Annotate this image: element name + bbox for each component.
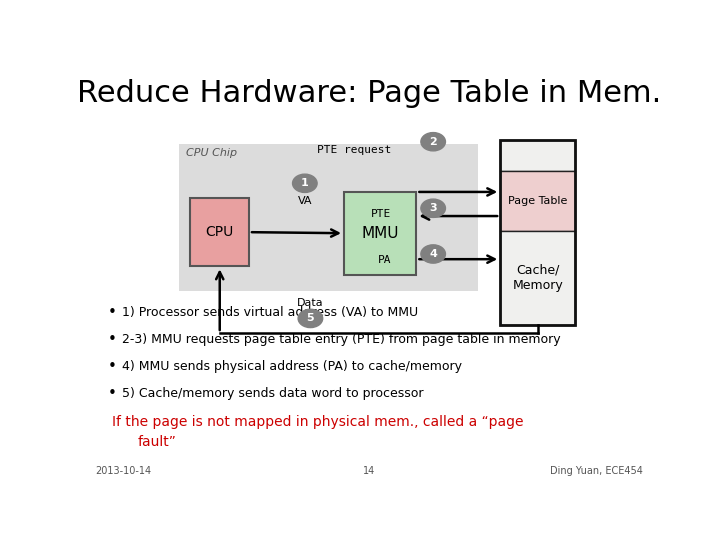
Text: 1) Processor sends virtual address (VA) to MMU: 1) Processor sends virtual address (VA) … xyxy=(122,306,418,319)
Text: 2-3) MMU requests page table entry (PTE) from page table in memory: 2-3) MMU requests page table entry (PTE)… xyxy=(122,333,561,346)
Text: PTE request: PTE request xyxy=(317,145,392,155)
Text: 5) Cache/memory sends data word to processor: 5) Cache/memory sends data word to proce… xyxy=(122,387,424,400)
Circle shape xyxy=(292,174,317,192)
Bar xyxy=(190,198,249,266)
Text: •: • xyxy=(108,359,117,374)
Text: •: • xyxy=(108,305,117,320)
Text: Ding Yuan, ECE454: Ding Yuan, ECE454 xyxy=(549,467,642,476)
Text: Cache/
Memory: Cache/ Memory xyxy=(513,264,563,292)
Text: PTE: PTE xyxy=(371,210,392,219)
Text: CPU: CPU xyxy=(206,225,234,239)
Bar xyxy=(500,140,575,325)
Text: 2013-10-14: 2013-10-14 xyxy=(96,467,152,476)
Text: fault”: fault” xyxy=(138,435,176,449)
Circle shape xyxy=(298,309,323,328)
Circle shape xyxy=(421,133,446,151)
Text: 3: 3 xyxy=(429,203,437,213)
Bar xyxy=(344,192,416,275)
Text: 14: 14 xyxy=(363,467,375,476)
Text: Page Table: Page Table xyxy=(508,196,567,206)
Text: Data: Data xyxy=(297,298,324,308)
Text: Reduce Hardware: Page Table in Mem.: Reduce Hardware: Page Table in Mem. xyxy=(77,79,661,109)
Text: VA: VA xyxy=(297,196,312,206)
Text: If the page is not mapped in physical mem., called a “page: If the page is not mapped in physical me… xyxy=(112,415,524,429)
Text: CPU Chip: CPU Chip xyxy=(186,148,237,158)
Bar xyxy=(500,140,575,171)
Bar xyxy=(500,231,575,325)
Text: 2: 2 xyxy=(429,137,437,147)
Text: 1: 1 xyxy=(301,178,309,188)
Text: MMU: MMU xyxy=(361,226,399,241)
Circle shape xyxy=(421,245,446,263)
Text: 4: 4 xyxy=(429,249,437,259)
Text: •: • xyxy=(108,386,117,401)
Text: 5: 5 xyxy=(307,313,314,323)
Text: •: • xyxy=(108,332,117,347)
Circle shape xyxy=(421,199,446,218)
Bar xyxy=(179,144,478,292)
Bar xyxy=(500,171,575,231)
Text: PA: PA xyxy=(378,255,392,265)
Text: 4) MMU sends physical address (PA) to cache/memory: 4) MMU sends physical address (PA) to ca… xyxy=(122,360,462,373)
